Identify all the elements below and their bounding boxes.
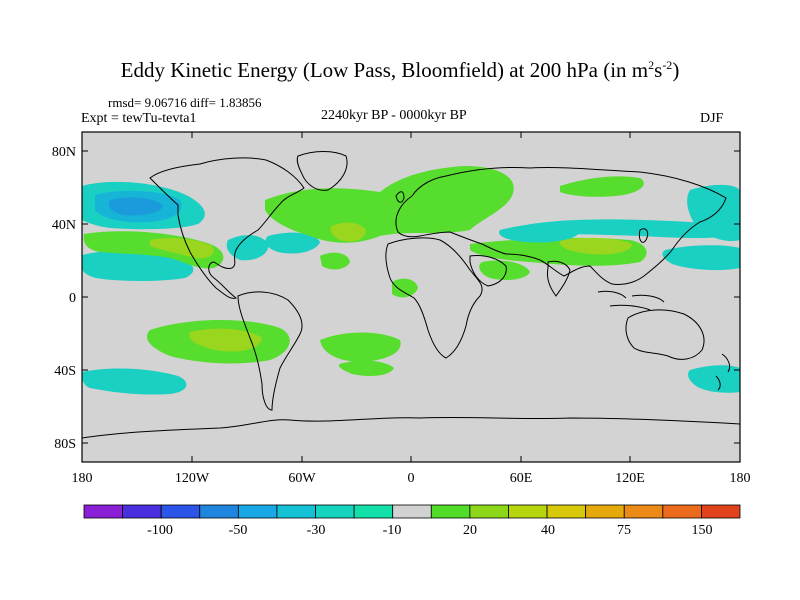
colorbar-swatch <box>701 504 741 519</box>
colorbar-label: 20 <box>463 523 477 538</box>
gulf-cyan-region <box>226 235 269 261</box>
colorbar-swatch <box>237 504 278 519</box>
colorbar-swatch <box>662 504 702 519</box>
pacific-subtropical-cyan <box>82 250 194 281</box>
colorbar-label: -50 <box>229 523 248 538</box>
coast-greenland <box>296 151 348 191</box>
coast-arabia <box>469 255 507 287</box>
europe-yellow-region <box>330 222 366 242</box>
period-label: 2240kyr BP - 0000kyr BP <box>321 108 467 123</box>
coast-india <box>547 260 571 297</box>
colorbar-label: -10 <box>383 523 402 538</box>
npac-core-region <box>108 197 163 216</box>
siberia-green-region <box>560 176 644 197</box>
coast-uk-japan <box>395 191 649 243</box>
colorbar-swatch <box>469 504 509 519</box>
lat-label-80n: 80N <box>52 145 76 160</box>
lat-label-80s: 80S <box>54 437 76 452</box>
colorbar-swatch <box>160 504 201 519</box>
colorbar-swatch <box>508 504 548 519</box>
colorbar-label: 75 <box>617 523 631 538</box>
atlantic-cyan-region <box>265 232 320 254</box>
colorbar-label: 40 <box>541 523 555 538</box>
atlantic-green-blob <box>320 252 350 270</box>
colorbar-swatch <box>83 504 123 519</box>
coast-australia <box>625 309 705 360</box>
eurasia-green-belt <box>265 166 514 243</box>
lon-label-60w: 60W <box>288 471 316 486</box>
eafrica-green-blob <box>392 278 418 298</box>
colorbar-swatch <box>122 504 162 519</box>
rmsd-diff-label: rmsd= 9.06716 diff= 1.83856 <box>108 95 262 110</box>
coast-africa <box>385 237 483 359</box>
lon-label-180w: 180 <box>72 471 93 486</box>
lat-label-40n: 40N <box>52 218 76 233</box>
colorbar-swatch <box>623 504 664 519</box>
season-label: DJF <box>700 111 724 126</box>
colorbar-label: -100 <box>147 523 173 538</box>
colorbar-swatch <box>276 504 316 519</box>
coastlines <box>82 151 740 439</box>
lon-label-0: 0 <box>408 471 415 486</box>
southern-cyan-band <box>82 368 187 395</box>
colorbar-swatch <box>546 504 587 519</box>
colorbar-swatch <box>392 504 432 519</box>
lat-label-40s: 40S <box>54 364 76 379</box>
colorbar-swatch <box>430 504 471 519</box>
south-east-cyan-band <box>688 365 740 393</box>
colorbar-label: 150 <box>692 523 713 538</box>
satlantic-green-region <box>320 332 401 362</box>
spac-yellow-region <box>189 328 262 352</box>
anomaly-fields <box>82 166 740 395</box>
colorbar-swatch <box>315 504 355 519</box>
coast-new-zealand <box>715 353 731 391</box>
asia-yellow-band <box>559 237 632 255</box>
lat-label-0: 0 <box>69 291 76 306</box>
colorbar-swatch <box>585 504 625 519</box>
coast-antarctica <box>82 416 740 439</box>
colorbar-swatch <box>353 504 394 519</box>
colorbar <box>83 504 741 519</box>
satlantic-green-small <box>338 360 394 376</box>
namerica-yellow-region <box>150 238 214 259</box>
experiment-label: Expt = tewTu-tevta1 <box>81 111 197 126</box>
lon-label-120e: 120E <box>615 471 645 486</box>
coast-indonesia <box>597 290 665 311</box>
map-title: Eddy Kinetic Energy (Low Pass, Bloomfiel… <box>120 58 680 82</box>
coast-eurasia <box>395 166 727 285</box>
arabia-green-region <box>479 260 530 280</box>
pacific-east-cyan-band <box>662 245 740 271</box>
lon-ticks <box>191 132 631 462</box>
lat-ticks <box>82 150 740 444</box>
colorbar-labels: -100 -50 -30 -10 20 40 75 150 <box>147 523 712 538</box>
colorbar-label: -30 <box>307 523 326 538</box>
coast-south-america <box>237 291 303 411</box>
lon-label-60e: 60E <box>510 471 533 486</box>
coast-north-america <box>149 157 305 299</box>
colorbar-swatch <box>199 504 239 519</box>
lon-label-120w: 120W <box>175 471 210 486</box>
lon-label-180e: 180 <box>730 471 751 486</box>
